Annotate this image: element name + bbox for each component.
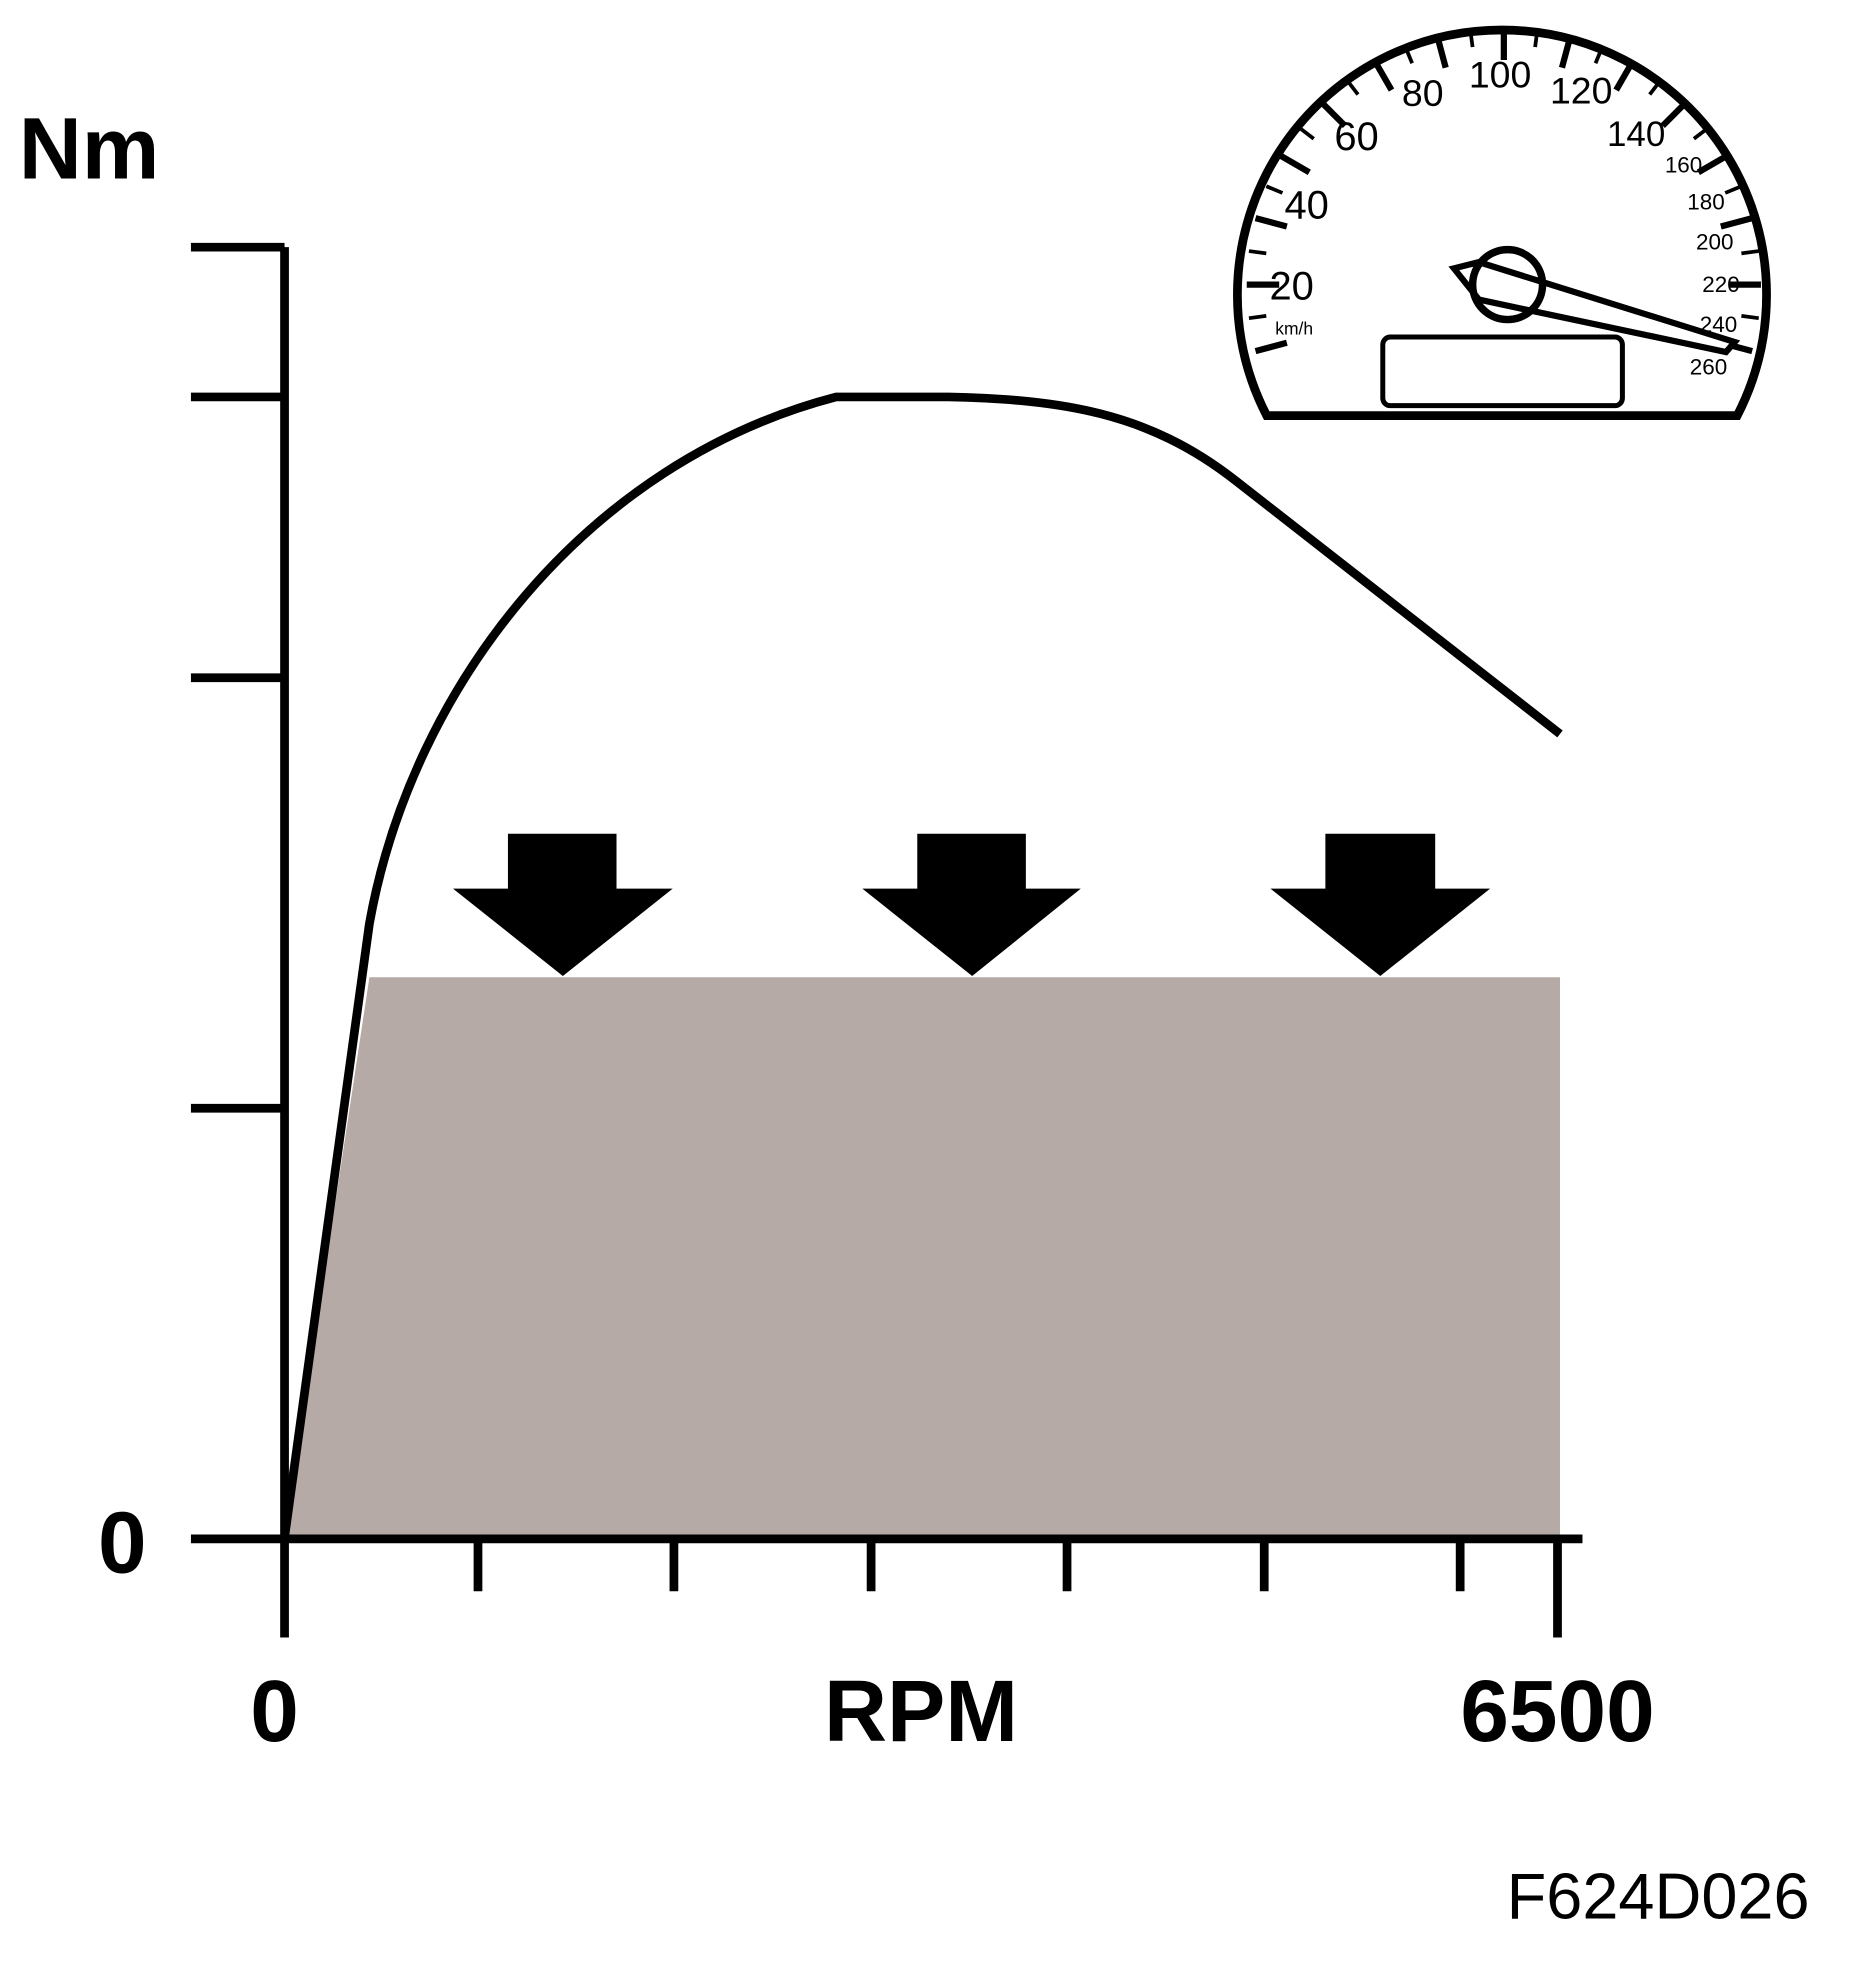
speed-label: 20 bbox=[1269, 265, 1313, 309]
speed-label: 40 bbox=[1284, 183, 1328, 227]
dial-tick bbox=[1468, 29, 1475, 48]
dial-tick bbox=[1254, 339, 1288, 355]
dial-tick bbox=[1660, 100, 1688, 128]
axes bbox=[190, 242, 1583, 1638]
arrow bbox=[862, 833, 1081, 977]
hub bbox=[1468, 245, 1547, 324]
dial-tick bbox=[1533, 29, 1540, 48]
shaded-area bbox=[284, 977, 1561, 1539]
dial-tick bbox=[1696, 153, 1729, 176]
dial-tick bbox=[1720, 215, 1753, 230]
arrows bbox=[453, 833, 1491, 977]
dial-tick bbox=[1319, 100, 1348, 128]
speed-label: 220 bbox=[1702, 272, 1739, 297]
dial-tick bbox=[1648, 79, 1662, 96]
y-axis-title: Nm bbox=[19, 100, 160, 198]
dial-tick bbox=[1248, 249, 1267, 256]
arrow bbox=[1270, 833, 1491, 977]
dial-tick bbox=[1248, 314, 1267, 321]
arrow bbox=[453, 833, 673, 977]
dial-tick bbox=[1265, 184, 1284, 195]
speed-label: 200 bbox=[1696, 230, 1733, 255]
dial-tick bbox=[1254, 215, 1288, 230]
dial-tick bbox=[1724, 184, 1743, 195]
speed-label: 60 bbox=[1334, 115, 1378, 159]
speed-label: 100 bbox=[1469, 53, 1531, 95]
dial-tick bbox=[1558, 35, 1574, 69]
dial-tick bbox=[1298, 126, 1315, 141]
speed-label: 120 bbox=[1550, 70, 1612, 112]
speed-label: 160 bbox=[1665, 152, 1702, 177]
speed-unit: km/h bbox=[1275, 319, 1313, 339]
speed-label: 180 bbox=[1687, 190, 1724, 215]
display bbox=[1380, 334, 1625, 409]
x-min-label: 0 bbox=[250, 1662, 299, 1760]
speed-label: 80 bbox=[1402, 72, 1444, 114]
figure-id: F624D026 bbox=[1507, 1859, 1810, 1932]
dial-tick bbox=[1741, 314, 1759, 321]
x-axis-title: RPM bbox=[824, 1662, 1018, 1760]
dial-tick bbox=[1692, 126, 1709, 141]
dial-tick bbox=[1279, 153, 1311, 176]
dial-tick bbox=[1345, 79, 1360, 96]
y-zero-label: 0 bbox=[98, 1494, 147, 1592]
dial-tick bbox=[1434, 35, 1449, 69]
dial-tick bbox=[1372, 60, 1395, 92]
dial-tick bbox=[1403, 46, 1414, 64]
dial-tick bbox=[1593, 46, 1604, 64]
speed-label: 140 bbox=[1607, 115, 1665, 154]
dial-tick bbox=[1613, 60, 1636, 92]
dial-tick bbox=[1741, 249, 1759, 256]
x-max-label: 6500 bbox=[1460, 1662, 1654, 1760]
speed-label: 260 bbox=[1690, 354, 1727, 379]
torque-curve bbox=[280, 392, 1563, 1539]
